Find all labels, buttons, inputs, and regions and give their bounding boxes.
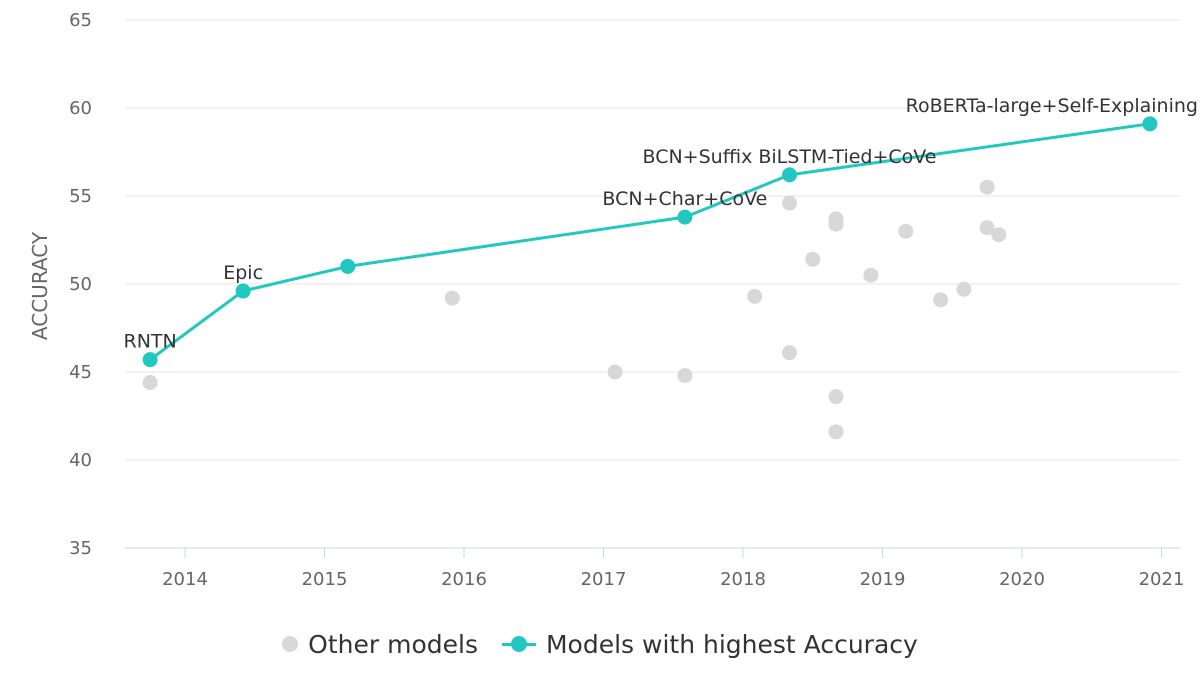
x-axis: 2014 2015 2016 2017 2018 2019 2020 2021 bbox=[125, 547, 1185, 590]
y-tick-label: 60 bbox=[69, 98, 92, 119]
best-models-line-marker-icon bbox=[501, 636, 536, 652]
other-model-point[interactable] bbox=[956, 281, 972, 297]
x-tick-label: 2017 bbox=[581, 569, 627, 590]
x-tick-label: 2016 bbox=[441, 569, 487, 590]
x-tick-label: 2019 bbox=[860, 569, 906, 590]
other-model-point[interactable] bbox=[991, 227, 1007, 243]
other-model-point[interactable] bbox=[805, 251, 821, 267]
other-model-point[interactable] bbox=[677, 368, 693, 384]
y-tick-label: 40 bbox=[69, 450, 92, 471]
other-model-point[interactable] bbox=[782, 195, 797, 211]
best-model-point[interactable] bbox=[782, 167, 797, 183]
other-models-marker-icon bbox=[282, 636, 299, 652]
legend-label-other: Other models bbox=[308, 629, 478, 659]
legend: Other models Models with highest Accurac… bbox=[0, 624, 1200, 664]
y-tick-label: 50 bbox=[69, 274, 92, 295]
other-model-point[interactable] bbox=[747, 288, 763, 304]
legend-item-best-models[interactable]: Models with highest Accuracy bbox=[501, 629, 918, 659]
other-model-point[interactable] bbox=[828, 389, 844, 405]
chart: 2014 2015 2016 2017 2018 2019 2020 2021 35 40 45 5… bbox=[28, 10, 1198, 590]
annotation-labels: RNTN Epic BCN+Char+CoVe BCN+Suffix BiLSTM-T… bbox=[124, 95, 1198, 353]
y-axis: 35 40 45 50 55 60 65 bbox=[69, 10, 92, 559]
other-models-series bbox=[142, 179, 1007, 440]
other-model-point[interactable] bbox=[607, 364, 623, 380]
legend-label-best: Models with highest Accuracy bbox=[545, 629, 918, 659]
y-tick-label: 55 bbox=[69, 186, 92, 207]
point-annotation: BCN+Char+CoVe bbox=[602, 188, 767, 210]
other-model-point[interactable] bbox=[828, 211, 844, 227]
best-model-point[interactable] bbox=[677, 209, 693, 225]
other-model-point[interactable] bbox=[979, 220, 995, 236]
best-model-point[interactable] bbox=[142, 352, 158, 368]
best-models-line bbox=[149, 122, 1151, 361]
y-axis-label: ACCURACY bbox=[28, 231, 52, 340]
x-tick-label: 2018 bbox=[720, 569, 766, 590]
other-model-point[interactable] bbox=[863, 267, 879, 283]
point-annotation: Epic bbox=[223, 262, 263, 284]
x-tick-label: 2020 bbox=[999, 569, 1045, 590]
best-model-point[interactable] bbox=[340, 258, 356, 274]
best-models-series bbox=[142, 116, 1158, 368]
other-model-point[interactable] bbox=[444, 290, 460, 306]
other-model-point[interactable] bbox=[782, 345, 797, 361]
best-model-point[interactable] bbox=[1142, 116, 1158, 132]
point-annotation: BCN+Suffix BiLSTM-Tied+CoVe bbox=[643, 146, 937, 168]
point-annotation: RNTN bbox=[124, 331, 177, 353]
other-model-point[interactable] bbox=[979, 179, 995, 195]
y-tick-label: 45 bbox=[69, 362, 92, 383]
point-annotation: RoBERTa-large+Self-Explaining bbox=[906, 95, 1198, 117]
other-model-point[interactable] bbox=[828, 424, 844, 440]
other-model-point[interactable] bbox=[933, 292, 949, 308]
x-tick-label: 2015 bbox=[302, 569, 348, 590]
y-tick-label: 65 bbox=[69, 10, 92, 31]
legend-item-other-models[interactable]: Other models bbox=[282, 630, 478, 659]
other-model-point[interactable] bbox=[898, 223, 914, 239]
grid-lines bbox=[125, 19, 1180, 461]
other-model-point[interactable] bbox=[142, 375, 158, 391]
best-model-point[interactable] bbox=[235, 283, 251, 299]
y-tick-label: 35 bbox=[69, 538, 92, 559]
x-tick-label: 2014 bbox=[162, 569, 208, 590]
x-tick-label: 2021 bbox=[1139, 569, 1185, 590]
